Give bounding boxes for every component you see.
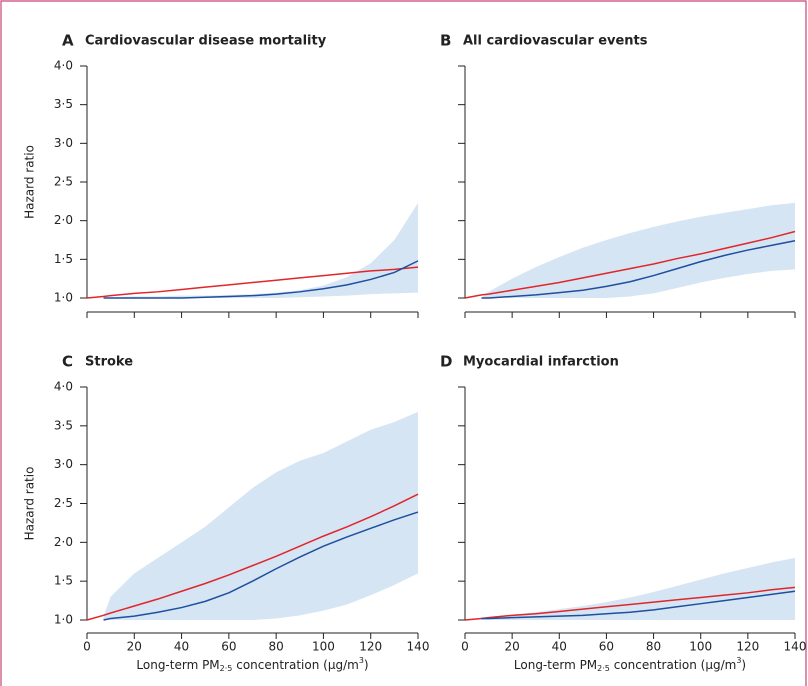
y-tick-label: 3·5 xyxy=(54,418,73,432)
confidence-band xyxy=(103,202,419,298)
panel-title: Stroke xyxy=(85,355,133,370)
x-axis-label-part: ) xyxy=(364,658,369,672)
x-axis-label-part: ) xyxy=(741,658,746,672)
x-tick-label: 40 xyxy=(174,640,189,654)
y-tick-label: 2·0 xyxy=(54,535,73,549)
panel-label: D xyxy=(440,353,452,371)
panel-label: C xyxy=(62,353,73,371)
x-axis-label-part: 3 xyxy=(359,656,364,665)
y-tick-label: 3·5 xyxy=(54,97,73,111)
y-axis-label: Hazard ratio xyxy=(23,467,37,541)
y-tick-label: 3·0 xyxy=(54,457,73,471)
hazard-line xyxy=(86,493,419,621)
hazard-line xyxy=(481,590,796,620)
x-tick-label: 140 xyxy=(407,640,430,654)
hazard-line xyxy=(464,586,796,621)
confidence-band xyxy=(481,557,795,620)
y-tick-label: 2·5 xyxy=(54,175,73,189)
y-tick-label: 1·0 xyxy=(54,613,73,627)
y-tick-label: 1·0 xyxy=(54,291,73,305)
y-tick-label: 4·0 xyxy=(54,59,73,73)
x-axis-label: Long-term PM2·5 concentration (µg/m3) xyxy=(514,656,746,673)
x-tick-label: 60 xyxy=(599,640,614,654)
hazard-line xyxy=(464,230,796,299)
x-tick-label: 120 xyxy=(736,640,759,654)
x-tick-label: 20 xyxy=(505,640,520,654)
x-tick-label: 40 xyxy=(552,640,567,654)
hazard-line xyxy=(86,266,419,299)
x-tick-label: 120 xyxy=(359,640,382,654)
panel-label: A xyxy=(62,32,74,50)
x-tick-label: 0 xyxy=(461,640,469,654)
x-axis-label-part: 2·5 xyxy=(220,664,233,673)
x-axis-label-part: 2·5 xyxy=(597,664,610,673)
y-tick-label: 4·0 xyxy=(54,380,73,394)
x-tick-label: 100 xyxy=(689,640,712,654)
hazard-line xyxy=(481,240,796,299)
x-axis-label: Long-term PM2·5 concentration (µg/m3) xyxy=(136,656,368,673)
y-tick-label: 3·0 xyxy=(54,136,73,150)
y-tick-label: 1·5 xyxy=(54,252,73,266)
panel-title: Myocardial infarction xyxy=(463,355,619,370)
x-axis-label-part: concentration (µg/m xyxy=(232,658,358,672)
x-tick-label: 80 xyxy=(646,640,661,654)
hazard-line xyxy=(103,260,419,299)
x-axis-label-part: concentration (µg/m xyxy=(610,658,736,672)
x-tick-label: 20 xyxy=(127,640,142,654)
confidence-band xyxy=(481,202,795,298)
x-tick-label: 0 xyxy=(83,640,91,654)
y-tick-label: 2·0 xyxy=(54,213,73,227)
y-tick-label: 1·5 xyxy=(54,574,73,588)
x-tick-label: 140 xyxy=(784,640,807,654)
x-tick-label: 80 xyxy=(269,640,284,654)
hazard-line xyxy=(103,511,419,621)
panel-label: B xyxy=(440,32,451,50)
x-tick-label: 60 xyxy=(221,640,236,654)
x-axis-label-part: 3 xyxy=(736,656,741,665)
x-tick-label: 100 xyxy=(312,640,335,654)
x-axis-label-part: Long-term PM xyxy=(136,658,219,672)
confidence-band xyxy=(103,411,419,620)
panel-title: All cardiovascular events xyxy=(463,34,648,49)
y-tick-label: 2·5 xyxy=(54,496,73,510)
x-axis-label-part: Long-term PM xyxy=(514,658,597,672)
y-axis-label: Hazard ratio xyxy=(23,145,37,219)
panel-title: Cardiovascular disease mortality xyxy=(85,34,327,49)
